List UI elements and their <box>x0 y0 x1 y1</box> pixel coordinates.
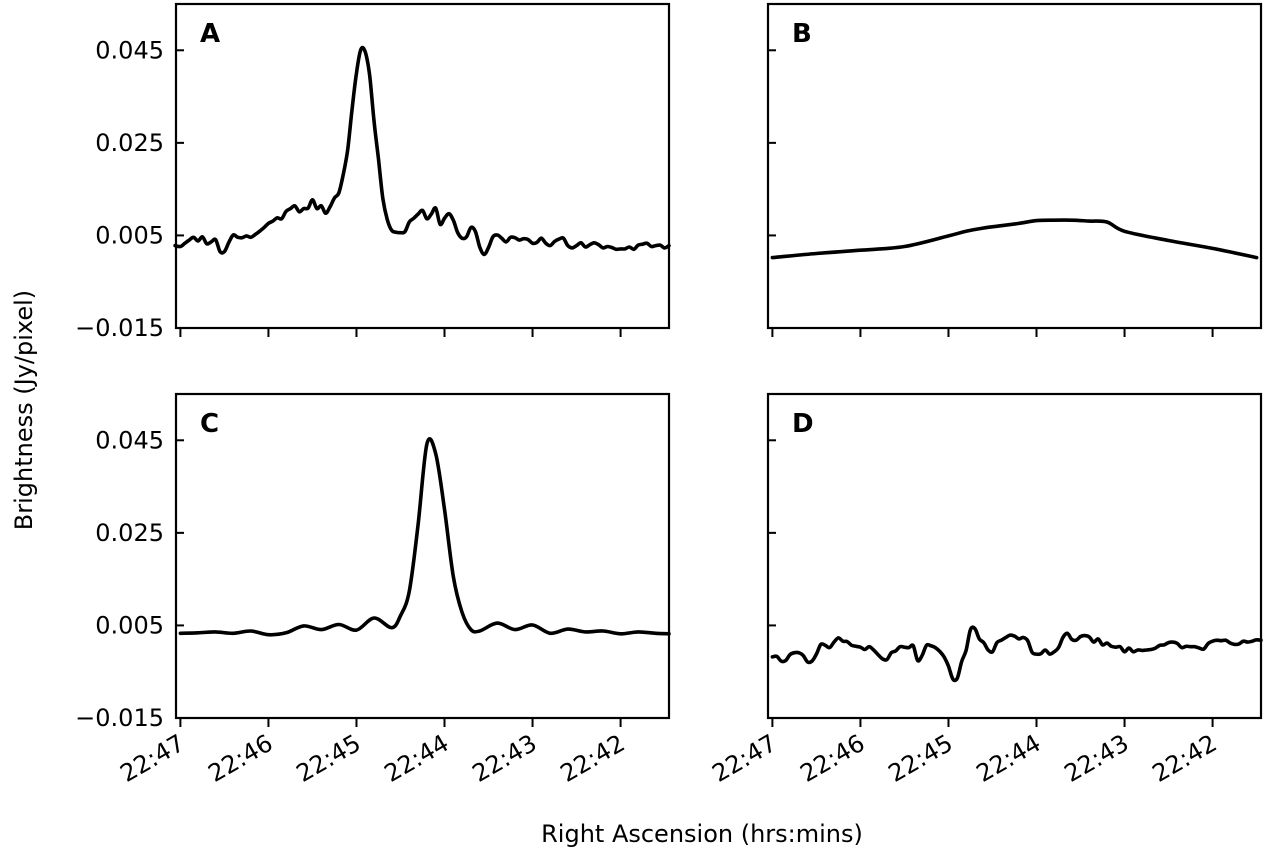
x-tick-label: 22:42 <box>1148 729 1222 788</box>
panel-letter: D <box>792 409 814 439</box>
x-tick-label: 22:42 <box>556 729 630 788</box>
series-line <box>770 218 1259 260</box>
series-line <box>173 45 671 257</box>
series-line <box>178 437 671 637</box>
y-tick-label: 0.005 <box>95 611 164 639</box>
x-tick-label: 22:46 <box>796 729 870 788</box>
y-tick-label: 0.025 <box>95 129 164 157</box>
y-axis-title: Brightness (Jy/pixel) <box>10 290 38 530</box>
y-tick-label: −0.015 <box>75 314 164 342</box>
panel-a: 0.045 0.025 0.005 −0.015 A <box>75 2 671 342</box>
x-tick-label: 22:47 <box>115 729 189 788</box>
y-tick-label: 0.005 <box>95 221 164 249</box>
panel-letter: A <box>200 19 220 49</box>
y-tick-label: 0.045 <box>95 426 164 454</box>
y-tick-label: 0.045 <box>95 36 164 64</box>
x-tick-label: 22:47 <box>707 729 781 788</box>
x-tick-label: 22:45 <box>884 729 958 788</box>
panel-letter: C <box>200 409 219 439</box>
x-tick-label: 22:46 <box>204 729 278 788</box>
series-line <box>770 625 1263 683</box>
panel-b: B <box>766 2 1263 337</box>
x-tick-label: 22:44 <box>972 729 1046 788</box>
y-tick-label: −0.015 <box>75 704 164 732</box>
panel-d: 22:47 22:46 22:45 22:44 22:43 22:42 D <box>707 392 1263 788</box>
x-axis-title: Right Ascension (hrs:mins) <box>541 820 863 848</box>
x-tick-label: 22:45 <box>292 729 366 788</box>
panel-letter: B <box>792 19 812 49</box>
plot-frame <box>174 2 671 330</box>
x-tick-label: 22:43 <box>468 729 542 788</box>
plot-frame <box>766 2 1263 330</box>
x-tick-label: 22:43 <box>1060 729 1134 788</box>
plot-frame <box>766 392 1263 720</box>
y-tick-label: 0.025 <box>95 519 164 547</box>
plot-frame <box>174 392 671 720</box>
x-tick-label: 22:44 <box>380 729 454 788</box>
